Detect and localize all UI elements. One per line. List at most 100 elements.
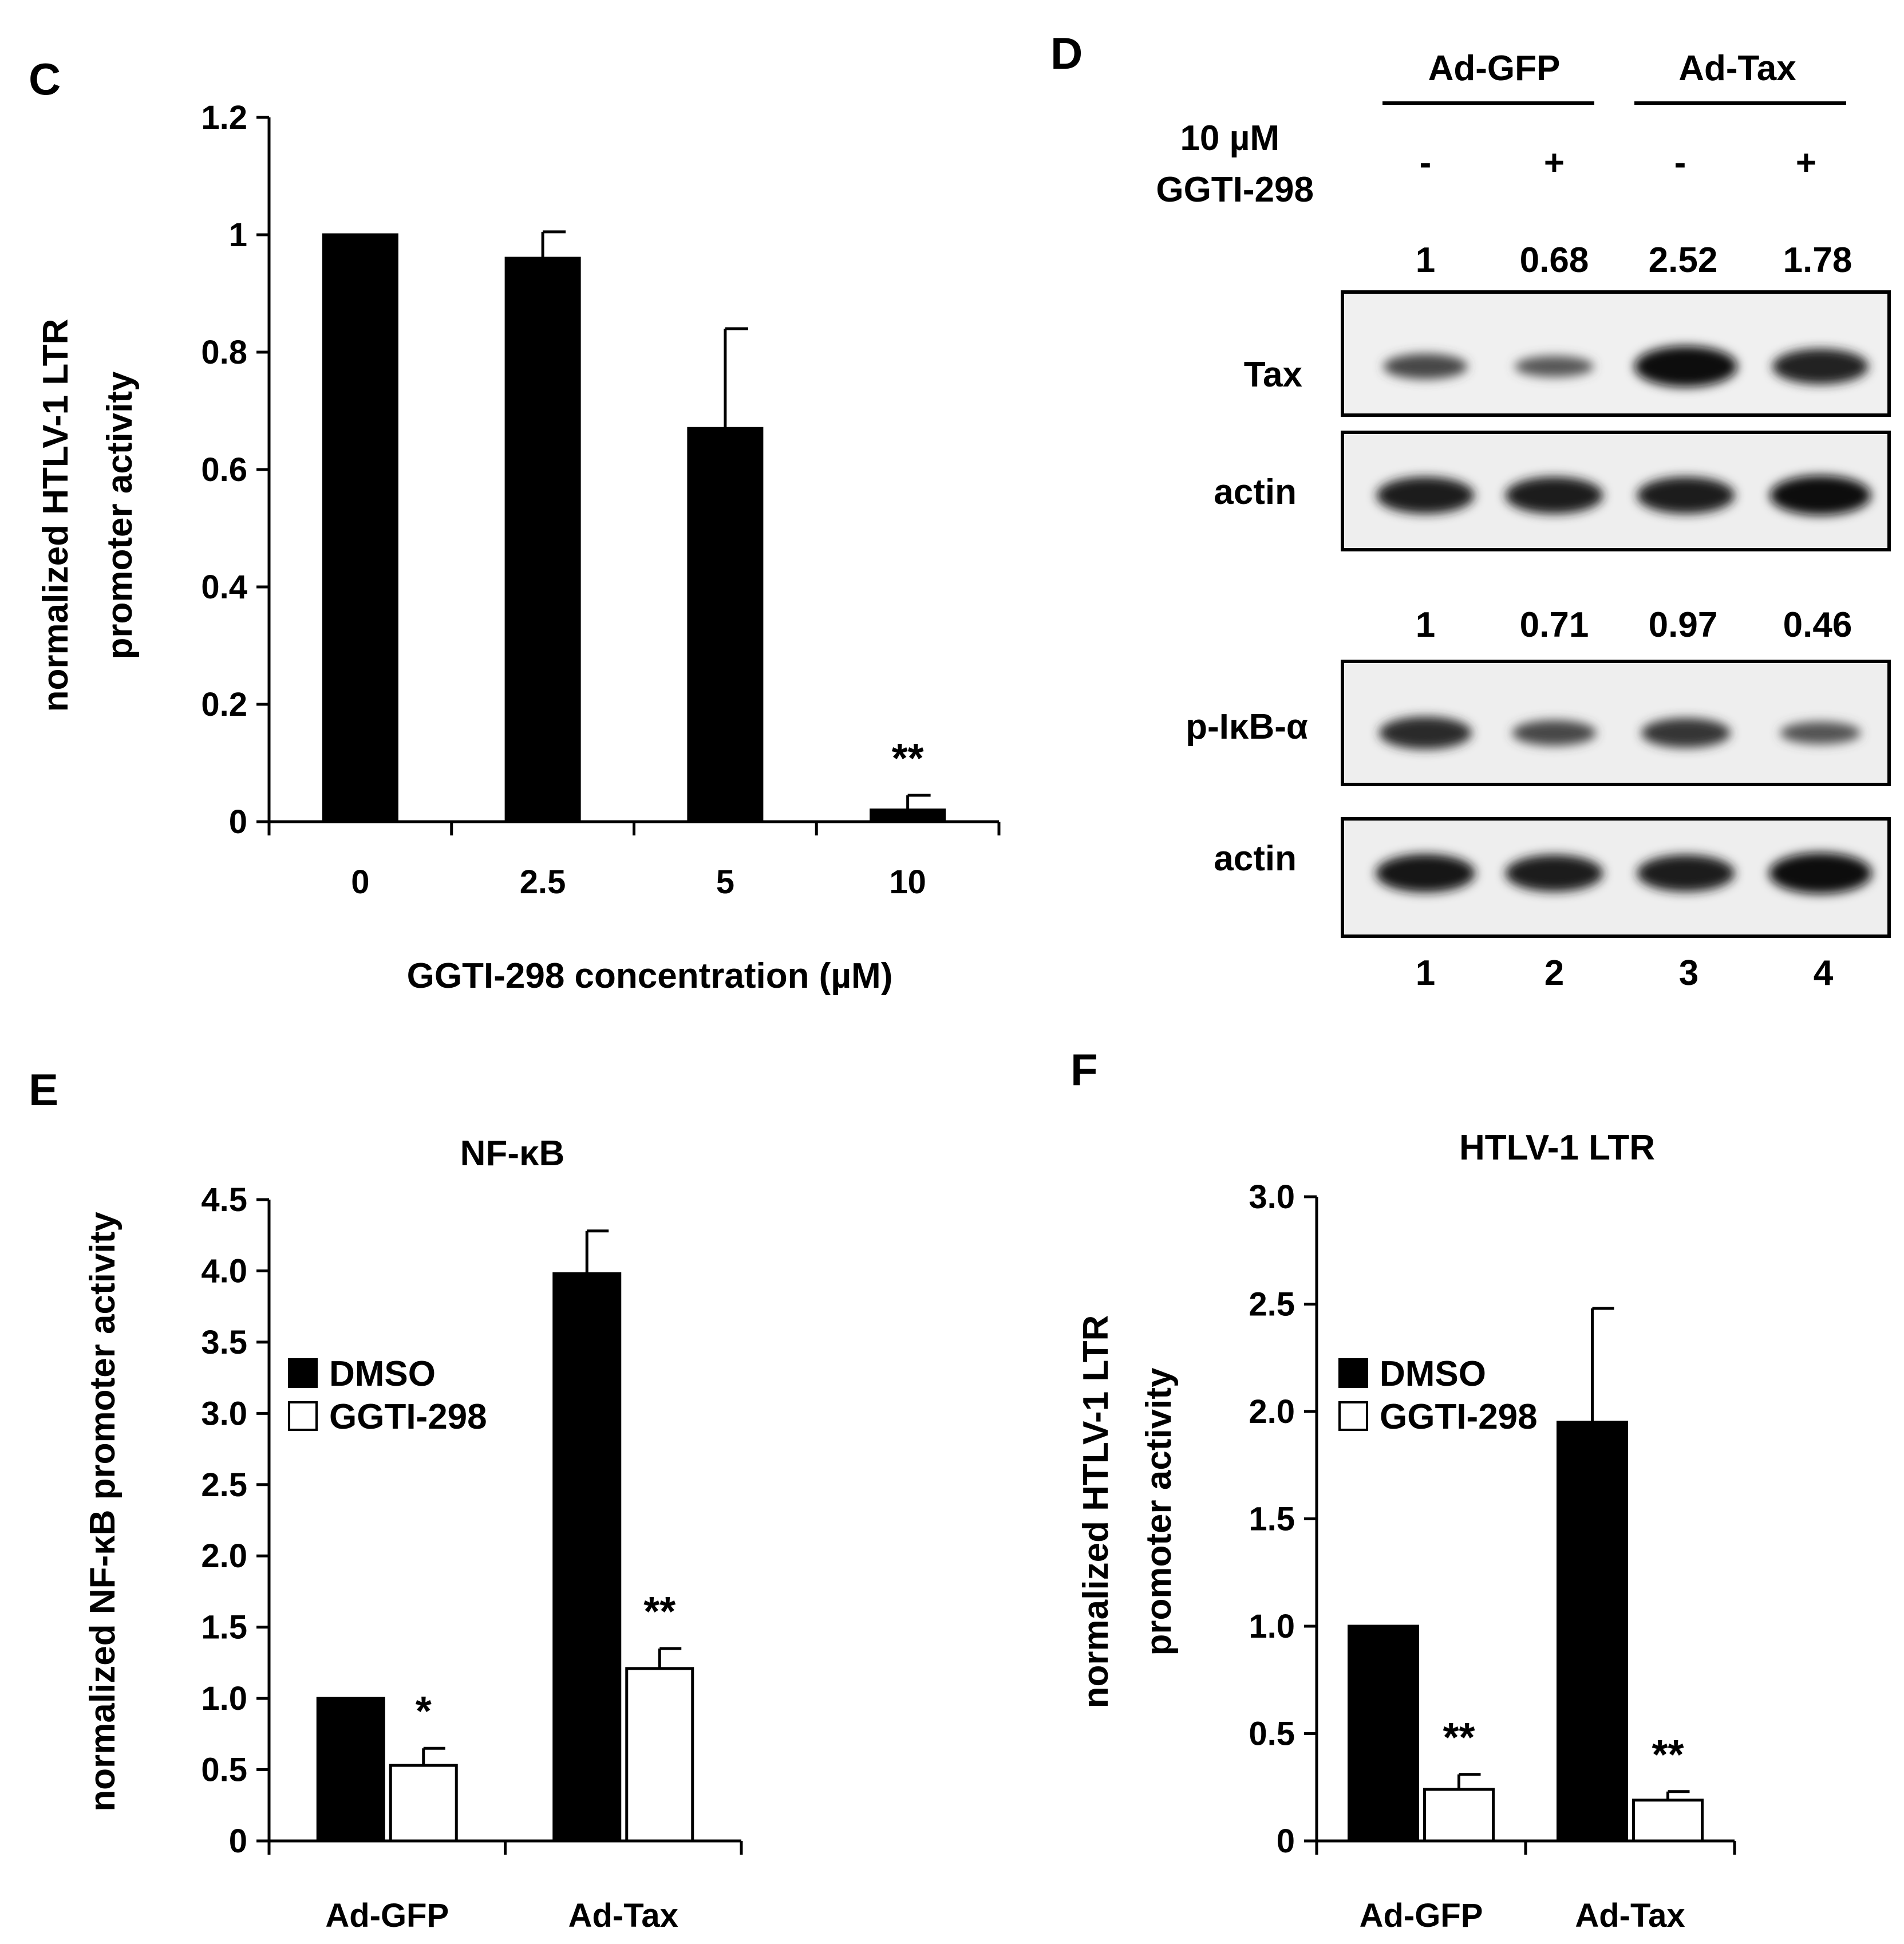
- chart-c-y-tick-label: 0.6: [201, 451, 247, 488]
- blot-bands-actin-2: [1376, 853, 1872, 894]
- blot-quant-2-lane-1: 1: [1416, 605, 1435, 645]
- chart-c-y-tick-label: 0.4: [201, 569, 247, 606]
- chart-c-xlabel: GGTI-298 concentration (µM): [407, 956, 893, 996]
- chart-c-y-tick-label: 0: [229, 803, 247, 841]
- chart-c-y-tick-label: 0.2: [201, 686, 247, 723]
- blot-quant-2-lane-4: 0.46: [1783, 605, 1852, 645]
- chart-e-y-tick-label: 2.0: [201, 1537, 247, 1575]
- blot-quant-1-lane-2: 0.68: [1520, 240, 1589, 280]
- chart-f-y-tick-label: 0.5: [1249, 1716, 1295, 1753]
- blot-treatment-lane-3: -: [1674, 143, 1686, 183]
- blot-band-p-ikb-alpha-lane-4: [1780, 721, 1861, 744]
- chart-e-bar: [389, 1764, 458, 1843]
- blot-band-tax-lane-1: [1383, 353, 1468, 380]
- blot-quant-1-lane-3: 2.52: [1649, 240, 1718, 280]
- chart-f-ylabel-line2: promoter activity: [1139, 1367, 1179, 1656]
- chart-c-y-tick-label: 1: [229, 216, 247, 254]
- blot-band-p-ikb-alpha-lane-3: [1641, 718, 1731, 748]
- blot-band-p-ikb-alpha-lane-1: [1379, 716, 1472, 750]
- blot-lane-number-3: 3: [1679, 953, 1698, 993]
- panel-label-d: D: [1050, 28, 1083, 78]
- chart-f-ylabel-line1: normalized HTLV-1 LTR: [1076, 1315, 1116, 1709]
- blot-quant-1-lane-4: 1.78: [1783, 240, 1852, 280]
- blot-treatment-lane-2: +: [1544, 143, 1565, 183]
- blot-bands-tax: [1383, 346, 1869, 387]
- blot-band-tax-lane-4: [1772, 349, 1869, 384]
- chart-f-significance: **: [1652, 1732, 1684, 1778]
- chart-f-legend-label: DMSO: [1380, 1354, 1486, 1394]
- blot-band-tax-lane-3: [1634, 346, 1737, 387]
- panel-label-f: F: [1070, 1044, 1098, 1095]
- blot-treatment-lane-1: -: [1420, 143, 1432, 183]
- chart-f-significance: **: [1443, 1715, 1475, 1761]
- chart-c-x-tick-label: 5: [716, 863, 734, 901]
- chart-e-legend-swatch: [288, 1401, 318, 1431]
- chart-e-y-tick-label: 1.0: [201, 1680, 247, 1717]
- chart-f-y-tick-label: 1.5: [1249, 1501, 1295, 1538]
- chart-e-legend-swatch: [288, 1358, 318, 1388]
- blot-lane-number-4: 4: [1814, 953, 1834, 993]
- chart-e-y-tick-label: 4.0: [201, 1252, 247, 1290]
- chart-f-x-tick-label: Ad-GFP: [1360, 1897, 1483, 1934]
- chart-c-bar: [504, 257, 581, 823]
- blot-row-label-tax: Tax: [1244, 355, 1303, 395]
- blot-row-label-actin-1: actin: [1214, 472, 1297, 512]
- blot-band-actin-1-lane-3: [1637, 476, 1735, 514]
- chart-e-significance: *: [416, 1689, 432, 1734]
- chart-f-bar: [1632, 1799, 1704, 1843]
- chart-e-x-tick-label: Ad-GFP: [325, 1897, 449, 1934]
- chart-f-legend-label: GGTI-298: [1380, 1397, 1538, 1437]
- blot-row-label-p-ikb-alpha: p-IκB-α: [1186, 707, 1308, 747]
- blot-lane-number-2: 2: [1544, 953, 1564, 993]
- blot-treatment-lane-4: +: [1796, 143, 1816, 183]
- panel-label-e: E: [29, 1064, 58, 1115]
- blot-bands-p-ikb-alpha: [1379, 716, 1861, 750]
- chart-c-ylabel-line2: promoter activity: [100, 371, 140, 660]
- chart-c-y-tick-label: 1.2: [201, 99, 247, 136]
- chart-f-y-tick-label: 3.0: [1249, 1178, 1295, 1216]
- blot-band-actin-2-lane-4: [1769, 853, 1872, 894]
- blot-treatment-label-line1: 10 µM: [1180, 119, 1279, 158]
- blot-quant-1-lane-1: 1: [1416, 240, 1435, 280]
- blot-group-label-ad-gfp: Ad-GFP: [1428, 49, 1561, 88]
- chart-e-legend-label: GGTI-298: [329, 1397, 487, 1437]
- chart-e-y-tick-label: 3.0: [201, 1395, 247, 1432]
- blot-lane-number-1: 1: [1416, 953, 1435, 993]
- chart-f-bar: [1348, 1624, 1419, 1843]
- chart-f-y-tick-label: 1.0: [1249, 1608, 1295, 1645]
- blot-band-p-ikb-alpha-lane-2: [1512, 720, 1597, 746]
- blot-row-label-actin-2: actin: [1214, 839, 1297, 878]
- blot-band-tax-lane-2: [1515, 356, 1594, 377]
- chart-e-y-tick-label: 0.5: [201, 1752, 247, 1789]
- chart-c: 0 0.2 0.4 0.6 0.8 1 1.2 0 2.5 5 10 **: [201, 99, 1001, 901]
- chart-f-title: HTLV-1 LTR: [1459, 1128, 1655, 1168]
- chart-e-bar: [316, 1697, 385, 1843]
- blot-band-actin-2-lane-3: [1637, 854, 1735, 892]
- chart-e-y-tick-label: 1.5: [201, 1609, 247, 1646]
- western-blot-d: Ad-GFP Ad-Tax 10 µM GGTI-298 - + - + 1 0…: [1156, 49, 1891, 993]
- blot-quant-2-lane-2: 0.71: [1520, 605, 1589, 645]
- chart-e-y-tick-label: 3.5: [201, 1324, 247, 1361]
- blot-band-actin-1-lane-4: [1769, 475, 1871, 515]
- blot-band-actin-2-lane-1: [1376, 854, 1475, 893]
- chart-f-x-tick-label: Ad-Tax: [1575, 1897, 1685, 1934]
- chart-c-x-tick-label: 10: [889, 863, 926, 901]
- chart-c-x-tick-label: 0: [351, 863, 369, 901]
- chart-e-y-tick-label: 0: [229, 1823, 247, 1860]
- chart-f-legend-swatch: [1338, 1401, 1368, 1431]
- panel-label-c: C: [29, 54, 61, 104]
- chart-e-bar: [552, 1272, 622, 1843]
- chart-c-bar: [322, 233, 398, 823]
- chart-e-title: NF-κB: [460, 1134, 565, 1173]
- chart-e: 0 0.5 1.0 1.5 2.0 2.5 3.0 3.5 4.0 4.5 Ad-GFP * Ad-Ta…: [201, 1181, 743, 1934]
- chart-e-x-tick-label: Ad-Tax: [568, 1897, 678, 1934]
- blot-quant-2-lane-3: 0.97: [1649, 605, 1718, 645]
- chart-e-y-tick-label: 4.5: [201, 1181, 247, 1219]
- chart-e-significance: **: [643, 1589, 676, 1635]
- blot-band-actin-1-lane-1: [1376, 476, 1475, 514]
- chart-f-legend-swatch: [1338, 1358, 1368, 1388]
- chart-c-bar: [870, 809, 946, 823]
- chart-e-bar: [625, 1667, 694, 1843]
- chart-c-ylabel-line1: normalized HTLV-1 LTR: [36, 319, 76, 712]
